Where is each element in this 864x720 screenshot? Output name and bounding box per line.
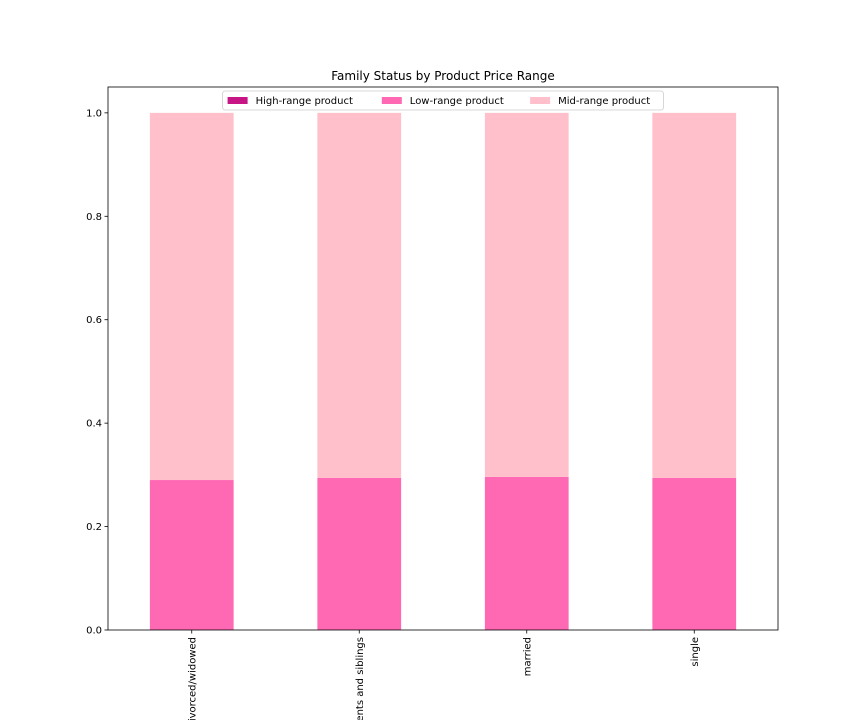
y-tick-label-5: 1.0 bbox=[86, 108, 102, 119]
y-tick-label-4: 0.8 bbox=[86, 212, 102, 223]
bar-mid-range-product-2 bbox=[484, 112, 569, 477]
bar-low-range-product-0 bbox=[149, 480, 234, 630]
legend-label-low-range-product: Low-range product bbox=[410, 96, 504, 107]
legend-swatch-high-range-product bbox=[227, 97, 248, 104]
bar-mid-range-product-0 bbox=[149, 112, 234, 481]
axes-group: 0.0 0.2 0.4 0.6 0.8 1.0 divorced/widowed parent… bbox=[86, 86, 779, 720]
x-tick-label-0: divorced/widowed bbox=[187, 637, 198, 720]
x-tick-label-2: married bbox=[522, 637, 533, 676]
bar-mid-range-product-3 bbox=[652, 112, 737, 478]
bar-mid-range-product-1 bbox=[317, 112, 402, 478]
chart-title: Family Status by Product Price Range bbox=[331, 69, 555, 83]
y-tick-label-1: 0.2 bbox=[86, 522, 102, 533]
legend-swatch-low-range-product bbox=[381, 97, 402, 104]
y-tick-label-0: 0.0 bbox=[86, 626, 102, 637]
x-tick-label-3: single bbox=[690, 637, 701, 667]
legend-box bbox=[222, 90, 664, 111]
y-tick-label-3: 0.6 bbox=[86, 315, 102, 326]
bars-group bbox=[149, 112, 737, 630]
legend: High-range product Low-range product Mid-r… bbox=[222, 90, 664, 111]
bar-low-range-product-3 bbox=[652, 477, 737, 630]
legend-label-high-range-product: High-range product bbox=[256, 96, 353, 107]
bar-low-range-product-2 bbox=[484, 476, 569, 630]
y-tick-label-2: 0.4 bbox=[86, 419, 102, 430]
legend-swatch-mid-range-product bbox=[530, 97, 551, 104]
legend-label-mid-range-product: Mid-range product bbox=[558, 96, 650, 107]
bar-low-range-product-1 bbox=[317, 477, 402, 630]
plot-frame bbox=[107, 86, 779, 631]
x-tick-label-1: parents and siblings bbox=[355, 637, 366, 720]
